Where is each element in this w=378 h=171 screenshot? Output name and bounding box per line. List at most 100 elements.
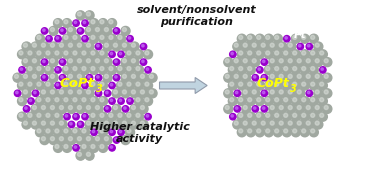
Circle shape <box>33 121 36 125</box>
Circle shape <box>76 11 85 20</box>
Text: Pt: Pt <box>294 30 306 41</box>
Circle shape <box>31 73 40 82</box>
Circle shape <box>112 104 121 113</box>
Circle shape <box>59 90 64 94</box>
Circle shape <box>23 121 28 125</box>
Circle shape <box>285 37 288 39</box>
Circle shape <box>90 143 99 152</box>
Circle shape <box>307 44 310 47</box>
Circle shape <box>264 128 273 137</box>
Circle shape <box>108 34 116 43</box>
Circle shape <box>298 44 301 47</box>
Circle shape <box>130 104 139 113</box>
Circle shape <box>104 74 108 78</box>
Circle shape <box>306 90 313 96</box>
Circle shape <box>275 67 279 71</box>
Circle shape <box>91 20 95 24</box>
Circle shape <box>297 90 301 94</box>
Circle shape <box>144 97 153 106</box>
Circle shape <box>79 29 81 31</box>
Circle shape <box>235 107 238 109</box>
Circle shape <box>87 43 90 47</box>
Circle shape <box>29 99 32 102</box>
Circle shape <box>318 112 327 121</box>
Circle shape <box>99 34 108 43</box>
Circle shape <box>284 98 288 102</box>
Circle shape <box>74 146 77 148</box>
Circle shape <box>60 60 63 63</box>
Circle shape <box>81 50 90 59</box>
Circle shape <box>252 75 259 81</box>
Circle shape <box>67 42 76 51</box>
Circle shape <box>45 50 54 59</box>
Circle shape <box>119 99 122 102</box>
Circle shape <box>91 35 95 39</box>
Circle shape <box>104 59 108 63</box>
Circle shape <box>266 35 270 39</box>
Circle shape <box>296 73 305 82</box>
Circle shape <box>130 120 139 129</box>
Circle shape <box>320 82 324 86</box>
Circle shape <box>132 59 135 63</box>
Circle shape <box>36 81 45 90</box>
Circle shape <box>36 97 45 106</box>
Circle shape <box>234 43 238 47</box>
Circle shape <box>242 73 251 82</box>
Circle shape <box>113 121 118 125</box>
Circle shape <box>62 143 71 152</box>
Circle shape <box>314 73 323 82</box>
Circle shape <box>76 42 85 51</box>
Circle shape <box>82 144 86 149</box>
Circle shape <box>305 58 314 67</box>
Circle shape <box>234 74 238 78</box>
Circle shape <box>54 112 62 121</box>
Circle shape <box>100 51 104 55</box>
Circle shape <box>297 106 301 110</box>
Circle shape <box>149 74 153 78</box>
Circle shape <box>71 65 81 74</box>
Circle shape <box>284 51 288 55</box>
Circle shape <box>59 59 66 65</box>
Circle shape <box>77 106 81 110</box>
Circle shape <box>113 106 118 110</box>
Circle shape <box>229 114 236 120</box>
Circle shape <box>269 120 278 129</box>
Circle shape <box>282 128 291 137</box>
Circle shape <box>311 82 315 86</box>
Circle shape <box>269 73 278 82</box>
Circle shape <box>77 121 84 128</box>
Circle shape <box>116 65 125 74</box>
Circle shape <box>94 27 103 35</box>
Circle shape <box>301 97 309 106</box>
Circle shape <box>315 43 319 47</box>
Circle shape <box>100 98 104 102</box>
Circle shape <box>246 34 255 43</box>
Circle shape <box>139 120 148 129</box>
Circle shape <box>239 129 243 133</box>
Circle shape <box>33 43 36 47</box>
Circle shape <box>279 90 283 94</box>
Circle shape <box>239 98 243 102</box>
Circle shape <box>87 59 90 63</box>
Circle shape <box>56 68 59 70</box>
Circle shape <box>296 89 305 98</box>
Circle shape <box>257 51 261 55</box>
Circle shape <box>85 11 94 20</box>
Circle shape <box>321 68 324 70</box>
Circle shape <box>82 67 86 71</box>
Circle shape <box>73 67 77 71</box>
Circle shape <box>237 97 246 106</box>
Circle shape <box>95 28 99 32</box>
Circle shape <box>88 76 90 78</box>
Circle shape <box>251 120 260 129</box>
Circle shape <box>121 58 130 67</box>
Circle shape <box>145 67 151 73</box>
Circle shape <box>86 75 93 81</box>
Circle shape <box>37 35 41 39</box>
Circle shape <box>284 36 290 42</box>
Circle shape <box>54 19 62 28</box>
Circle shape <box>49 42 58 51</box>
Circle shape <box>282 97 291 106</box>
Circle shape <box>287 42 296 51</box>
Circle shape <box>243 43 247 47</box>
